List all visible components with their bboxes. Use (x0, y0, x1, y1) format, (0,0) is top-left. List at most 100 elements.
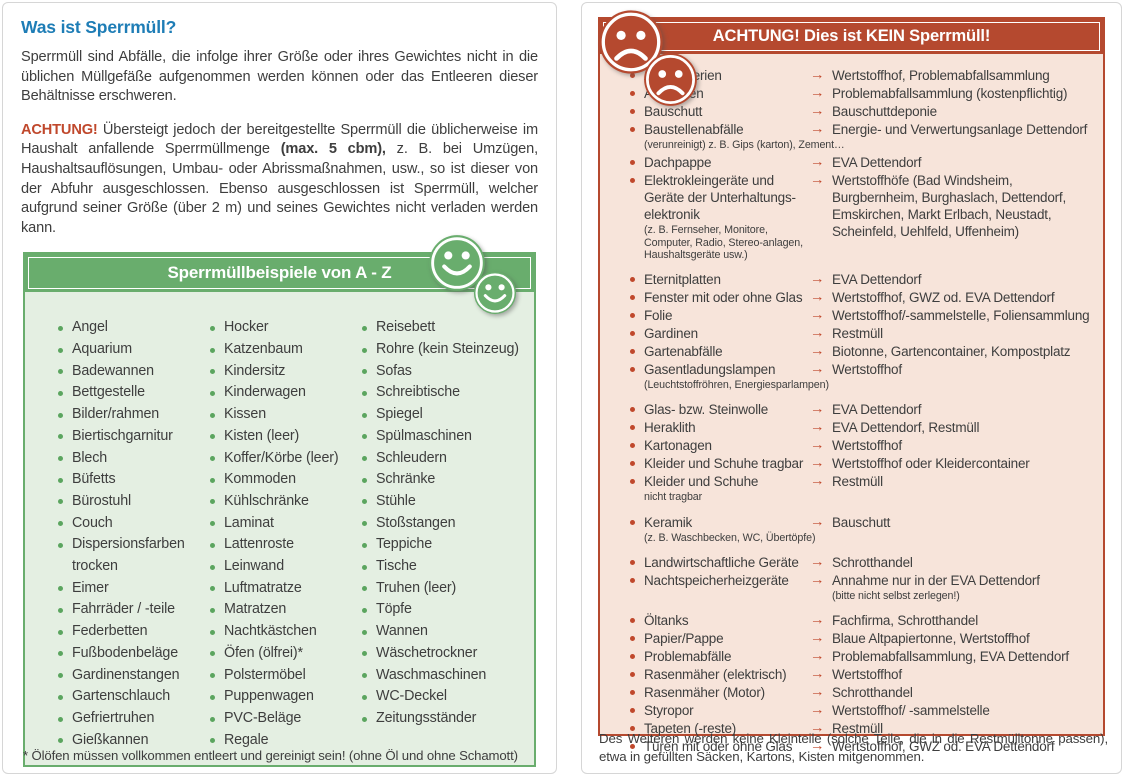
destination-cell: EVA Dettendorf, Restmüll (832, 419, 1093, 436)
bullet-icon (58, 477, 63, 483)
table-row: Kleider und Schuhe nicht tragbar → Restm… (630, 473, 1093, 505)
destination-cell: Wertstoffhof oder Kleidercontainer (832, 455, 1093, 472)
item-label: Gasentladungslampen (644, 362, 776, 378)
smiley-happy-icon-small (473, 272, 517, 315)
bullet-icon (630, 127, 635, 132)
destination-cell: Wertstoffhof, GWZ od. EVA Dettendorf (832, 289, 1093, 306)
arrow-right-icon: → (810, 325, 825, 342)
list-item: Blech (58, 448, 210, 470)
arrow-right-icon: → (810, 720, 825, 737)
list-item: Dispersionsfarben trocken (58, 534, 210, 577)
bullet-icon (630, 461, 635, 467)
bullet-icon (58, 347, 63, 353)
destination-cell: Wertstoffhof (832, 361, 1093, 378)
list-item: Badewannen (58, 361, 210, 383)
bullet-icon (362, 651, 367, 657)
bullet-icon (210, 651, 215, 657)
item-label: Landwirtschaftliche Geräte (644, 555, 799, 571)
list-item-label: Stühle (376, 492, 416, 509)
bullet-icon (58, 716, 63, 722)
destination-label: Wertstoffhof, Problemabfallsammlung (832, 68, 1050, 83)
bullet-icon (362, 673, 367, 679)
list-item-label: Schreibtische (376, 384, 460, 401)
table-row: Rasenmäher (elektrisch) → Wertstoffhof (630, 666, 1093, 683)
list-item-label: Kinderwagen (224, 384, 306, 401)
list-item: Wannen (362, 621, 526, 643)
destination-label: EVA Dettendorf (832, 155, 922, 171)
bullet-icon (362, 477, 367, 483)
list-item-label: Angel (72, 319, 108, 336)
list-item-label: Regale (224, 731, 269, 748)
list-item-label: Polstermöbel (224, 666, 306, 683)
bullet-icon (210, 412, 215, 418)
list-item: Kühlschränke (210, 491, 362, 513)
list-item: Gardinenstangen (58, 665, 210, 687)
warning-header-label: ACHTUNG! Dies ist KEIN Sperrmüll! (712, 27, 991, 45)
bullet-icon (210, 629, 215, 635)
bullet-icon (58, 369, 63, 375)
list-item: Katzenbaum (210, 339, 362, 361)
bullet-icon (630, 654, 635, 660)
arrow-right-icon: → (810, 513, 825, 530)
destination-cell: Restmüll (832, 720, 1093, 737)
item-label: Problemabfälle (644, 649, 732, 665)
list-item: Töpfe (362, 599, 526, 621)
list-item-label: Lattenroste (224, 536, 294, 553)
arrow-right-icon: → (810, 572, 825, 589)
list-item-label: Blech (72, 449, 108, 466)
table-row: Kartonagen → Wertstoffhof (630, 437, 1093, 454)
bullet-icon (210, 499, 215, 505)
list-item-label: Bilder/rahmen (72, 406, 160, 423)
item-label: Öltanks (644, 613, 689, 629)
arrow-right-icon: → (810, 612, 825, 629)
list-item-label: Laminat (224, 514, 274, 531)
list-item-label: Badewannen (72, 362, 154, 379)
table-row: Eternitplatten → EVA Dettendorf (630, 271, 1093, 288)
list-item-label: Couch (72, 514, 113, 531)
list-item: Waschmaschinen (362, 665, 526, 687)
bullet-icon (210, 607, 215, 613)
item-cell: Papier/Pappe (630, 630, 810, 647)
list-item: Hocker (210, 317, 362, 339)
list-item-label: Kissen (224, 406, 267, 423)
item-label: Türen mit oder ohne Glas (644, 739, 793, 755)
list-item: Polstermöbel (210, 665, 362, 687)
bullet-icon (362, 390, 367, 396)
list-item: WC-Deckel (362, 686, 526, 708)
destination-label: EVA Dettendorf, Restmüll (832, 420, 980, 436)
arrow-right-icon: → (810, 437, 825, 454)
list-item: Federbetten (58, 621, 210, 643)
list-item: Stoßstangen (362, 513, 526, 535)
item-note: (verunreinigt) z. B. Gips (karton), Zeme… (644, 139, 845, 151)
list-item: Regale (210, 730, 362, 752)
arrow-right-icon: → (810, 630, 825, 647)
table-row: Kleider und Schuhe tragbar → Wertstoffho… (630, 455, 1093, 472)
list-item-label: Federbetten (72, 623, 148, 640)
list-item: Reisebett (362, 317, 526, 339)
bullet-icon (630, 367, 635, 373)
bullet-icon (362, 716, 367, 722)
destination-label: Schrotthandel (832, 685, 913, 701)
list-item-label: Luftmatratze (224, 579, 302, 596)
list-item: Zeitungsständer (362, 708, 526, 730)
left-panel: Was ist Sperrmüll? Sperrmüll sind Abfäll… (2, 2, 557, 774)
list-item-label: Dispersionsfarben trocken (72, 536, 185, 575)
item-cell: Dachpappe (630, 154, 810, 171)
bullet-icon (630, 618, 635, 624)
bullet-icon (362, 629, 367, 635)
destination-cell: EVA Dettendorf (832, 271, 1093, 288)
list-item-label: Tische (376, 558, 417, 575)
bullet-icon (362, 607, 367, 613)
list-item-label: Koffer/Körbe (leer) (224, 449, 339, 466)
list-item: Tische (362, 556, 526, 578)
bullet-icon (210, 369, 215, 375)
item-cell: Problemabfälle (630, 648, 810, 665)
intro-text: Sperrmüll sind Abfälle, die infolge ihre… (21, 49, 538, 105)
arrow-right-icon: → (810, 684, 825, 701)
bullet-icon (58, 673, 63, 679)
list-item: Schleudern (362, 448, 526, 470)
destination-cell: Biotonne, Gartencontainer, Kompostplatz (832, 343, 1093, 360)
table-row: Bauschutt → Bauschuttdeponie (630, 103, 1093, 120)
list-item-label: WC-Deckel (376, 688, 447, 705)
list-item: Sofas (362, 361, 526, 383)
